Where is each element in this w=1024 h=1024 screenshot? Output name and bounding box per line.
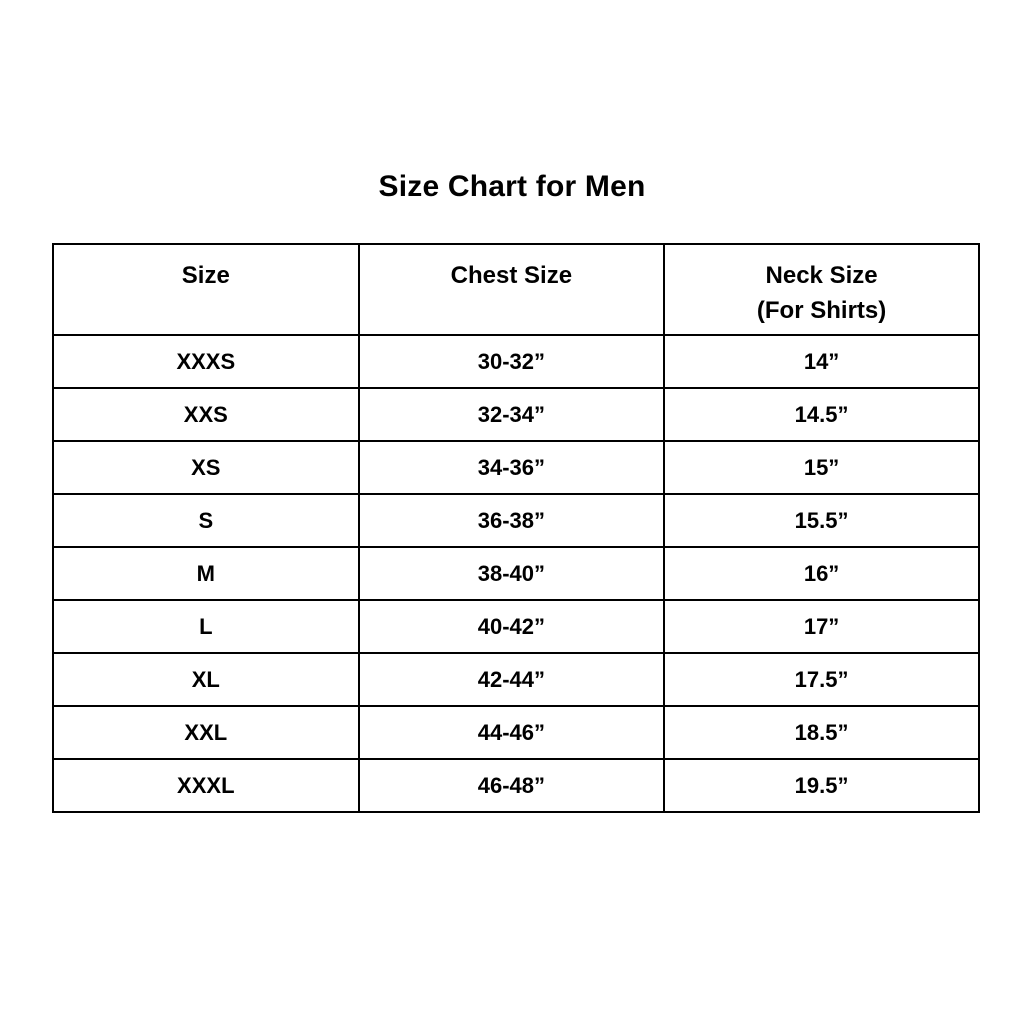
neck-cell: 15.5” <box>663 493 980 548</box>
neck-cell: 14.5” <box>663 387 980 442</box>
chest-cell: 40-42” <box>357 599 666 654</box>
size-cell: XXL <box>52 705 360 760</box>
size-cell: XXS <box>52 387 360 442</box>
table-row: XL 42-44” 17.5” <box>52 652 980 707</box>
chest-cell: 34-36” <box>357 440 666 495</box>
table-row: S 36-38” 15.5” <box>52 493 980 548</box>
size-chart-table: Size Chest Size Neck Size (For Shirts) X… <box>52 243 980 813</box>
neck-cell: 19.5” <box>663 758 980 813</box>
table-row: L 40-42” 17” <box>52 599 980 654</box>
column-header-size: Size <box>52 243 360 336</box>
column-header-neck: Neck Size (For Shirts) <box>663 243 980 336</box>
neck-cell: 18.5” <box>663 705 980 760</box>
chest-cell: 38-40” <box>357 546 666 601</box>
size-cell: XS <box>52 440 360 495</box>
table-header: Size Chest Size Neck Size (For Shirts) <box>52 243 980 336</box>
neck-cell: 17.5” <box>663 652 980 707</box>
chest-cell: 32-34” <box>357 387 666 442</box>
column-header-chest: Chest Size <box>357 243 666 336</box>
neck-cell: 15” <box>663 440 980 495</box>
size-cell: XL <box>52 652 360 707</box>
header-row: Size Chest Size Neck Size (For Shirts) <box>52 243 980 336</box>
page-title: Size Chart for Men <box>378 170 646 203</box>
table-row: XXL 44-46” 18.5” <box>52 705 980 760</box>
size-cell: M <box>52 546 360 601</box>
table-row: XXXL 46-48” 19.5” <box>52 758 980 813</box>
size-cell: XXXL <box>52 758 360 813</box>
chest-cell: 46-48” <box>357 758 666 813</box>
table-row: XXXS 30-32” 14” <box>52 334 980 389</box>
chest-cell: 30-32” <box>357 334 666 389</box>
neck-cell: 17” <box>663 599 980 654</box>
size-cell: L <box>52 599 360 654</box>
chest-cell: 44-46” <box>357 705 666 760</box>
neck-cell: 16” <box>663 546 980 601</box>
table-row: XXS 32-34” 14.5” <box>52 387 980 442</box>
table-row: M 38-40” 16” <box>52 546 980 601</box>
size-cell: XXXS <box>52 334 360 389</box>
chest-cell: 42-44” <box>357 652 666 707</box>
column-header-neck-line2: (For Shirts) <box>756 296 887 324</box>
table-row: XS 34-36” 15” <box>52 440 980 495</box>
size-cell: S <box>52 493 360 548</box>
column-header-neck-line1: Neck Size <box>765 262 878 289</box>
chest-cell: 36-38” <box>357 493 666 548</box>
table-body: XXXS 30-32” 14” XXS 32-34” 14.5” XS 34-3… <box>52 334 980 813</box>
neck-cell: 14” <box>663 334 980 389</box>
